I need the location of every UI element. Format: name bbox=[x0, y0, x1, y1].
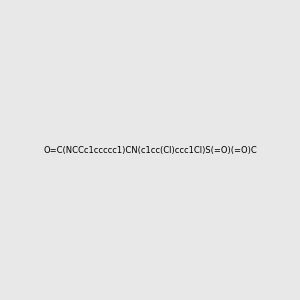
Text: O=C(NCCc1ccccc1)CN(c1cc(Cl)ccc1Cl)S(=O)(=O)C: O=C(NCCc1ccccc1)CN(c1cc(Cl)ccc1Cl)S(=O)(… bbox=[43, 146, 257, 154]
